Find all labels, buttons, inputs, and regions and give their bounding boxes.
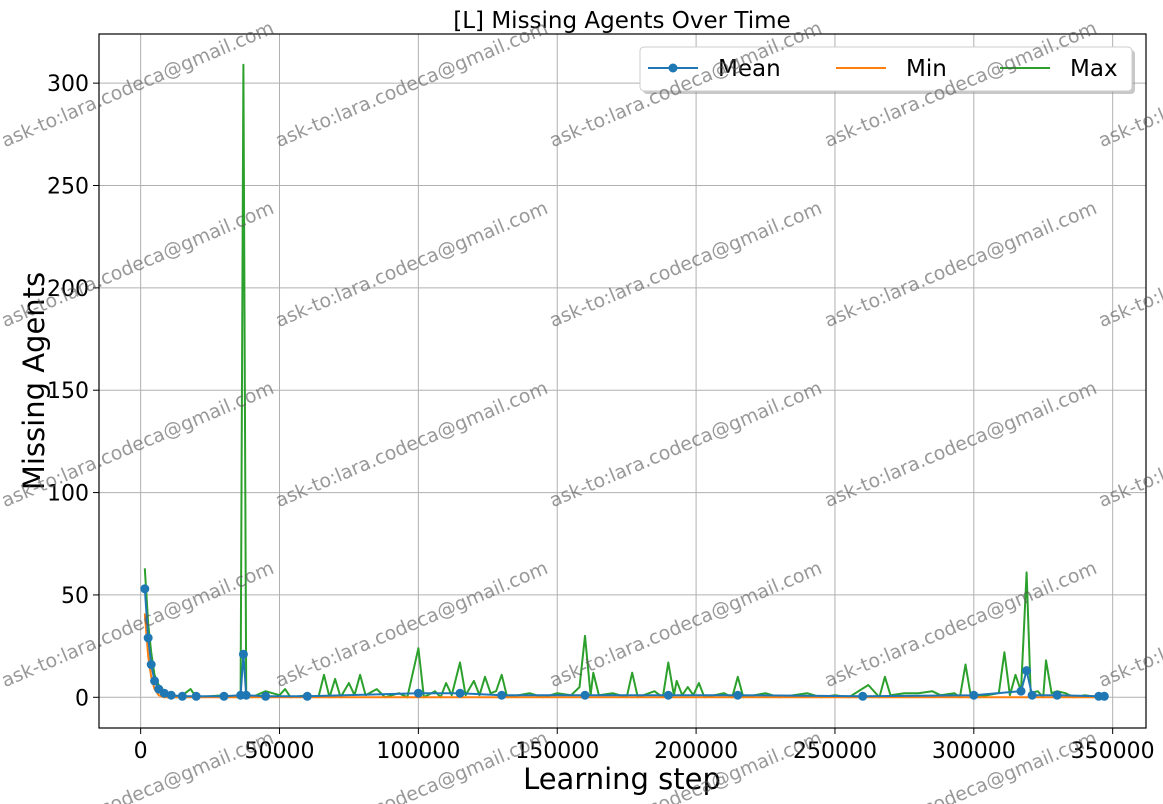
series-max-line <box>143 63 1105 699</box>
series-mean-point <box>241 690 251 700</box>
series-mean-point <box>219 691 229 701</box>
series-mean-point <box>858 691 868 701</box>
watermark-text: ask-to:lara.codeca@gmail.com <box>272 557 551 692</box>
series-mean-point <box>1022 666 1032 676</box>
series-mean-point <box>191 691 201 701</box>
series-mean-point <box>150 676 160 686</box>
plot-frame <box>98 33 1147 729</box>
y-tick-label: 250 <box>47 174 89 199</box>
y-axis-label: Missing Agents <box>17 272 51 490</box>
watermarks: ask-to:lara.codeca@gmail.comask-to:lara.… <box>0 17 1163 804</box>
series-mean-point <box>413 688 423 698</box>
watermark-text: ask-to:lara.codeca@gmail.com <box>546 557 825 692</box>
series-layer <box>140 63 1109 701</box>
x-axis-label: Learning step <box>523 762 721 796</box>
x-tick-label: 250000 <box>793 739 877 764</box>
x-tick-label: 50000 <box>245 739 315 764</box>
series-mean <box>140 584 1109 701</box>
watermark-text: ask-to:lara.codeca@gmail.com <box>1095 377 1163 512</box>
x-tick-label: 300000 <box>932 739 1016 764</box>
ticks: 0 50000 100000 150000 200000 250000 300000 3500… <box>47 72 1155 764</box>
series-mean-point <box>166 690 176 700</box>
watermark-text: ask-to:lara.codeca@gmail.com <box>821 377 1100 512</box>
series-mean-point <box>1052 690 1062 700</box>
y-tick-label: 200 <box>47 277 89 302</box>
series-mean-point <box>969 690 979 700</box>
watermark-text: ask-to:lara.codeca@gmail.com <box>1095 557 1163 692</box>
watermark-text: ask-to:lara.codeca@gmail.com <box>546 197 825 332</box>
watermark-text: ask-to:lara.codeca@gmail.com <box>0 197 277 332</box>
series-max <box>143 63 1105 699</box>
watermark-text: ask-to:lara.codeca@gmail.com <box>272 17 551 152</box>
watermark-text: ask-to:lara.codeca@gmail.com <box>272 377 551 512</box>
watermark-text: ask-to:lara.codeca@gmail.com <box>0 17 277 152</box>
series-mean-point <box>1027 690 1037 700</box>
y-tick-label: 300 <box>47 72 89 97</box>
series-mean-point <box>146 660 156 670</box>
x-tick-label: 350000 <box>1071 739 1155 764</box>
legend-marker-mean <box>668 63 678 73</box>
y-tick-label: 100 <box>47 482 89 507</box>
series-mean-point <box>140 584 150 594</box>
legend-label-max: Max <box>1070 56 1118 82</box>
grid <box>99 34 1146 728</box>
legend-label-min: Min <box>906 56 947 82</box>
x-tick-label: 0 <box>134 739 148 764</box>
series-mean-point <box>1099 691 1109 701</box>
watermark-text: ask-to:lara.codeca@gmail.com <box>546 377 825 512</box>
watermark-text: ask-to:lara.codeca@gmail.com <box>1095 197 1163 332</box>
series-mean-point <box>663 690 673 700</box>
series-mean-point <box>733 690 743 700</box>
series-mean-point <box>143 633 153 643</box>
watermark-text: ask-to:lara.codeca@gmail.com <box>272 197 551 332</box>
series-mean-point <box>580 690 590 700</box>
legend: Mean Min Max <box>639 46 1135 94</box>
y-tick-label: 0 <box>75 686 89 711</box>
watermark-text: ask-to:lara.codeca@gmail.com <box>821 197 1100 332</box>
series-mean-point <box>302 691 312 701</box>
y-tick-label: 50 <box>61 584 89 609</box>
series-mean-point <box>1016 686 1026 696</box>
series-mean-point <box>261 691 271 701</box>
legend-label-mean: Mean <box>718 56 781 82</box>
x-tick-label: 100000 <box>376 739 460 764</box>
watermark-text: ask-to:lara.codeca@gmail.com <box>0 557 277 692</box>
series-mean-point <box>455 688 465 698</box>
watermark-text: ask-to:lara.codeca@gmail.com <box>821 557 1100 692</box>
x-tick-label: 200000 <box>654 739 738 764</box>
series-mean-point <box>497 690 507 700</box>
series-mean-point <box>177 691 187 701</box>
y-tick-label: 150 <box>47 379 89 404</box>
x-tick-label: 150000 <box>515 739 599 764</box>
chart-title: [L] Missing Agents Over Time <box>453 8 790 34</box>
series-mean-point <box>238 649 248 659</box>
series-mean-point <box>159 688 169 698</box>
